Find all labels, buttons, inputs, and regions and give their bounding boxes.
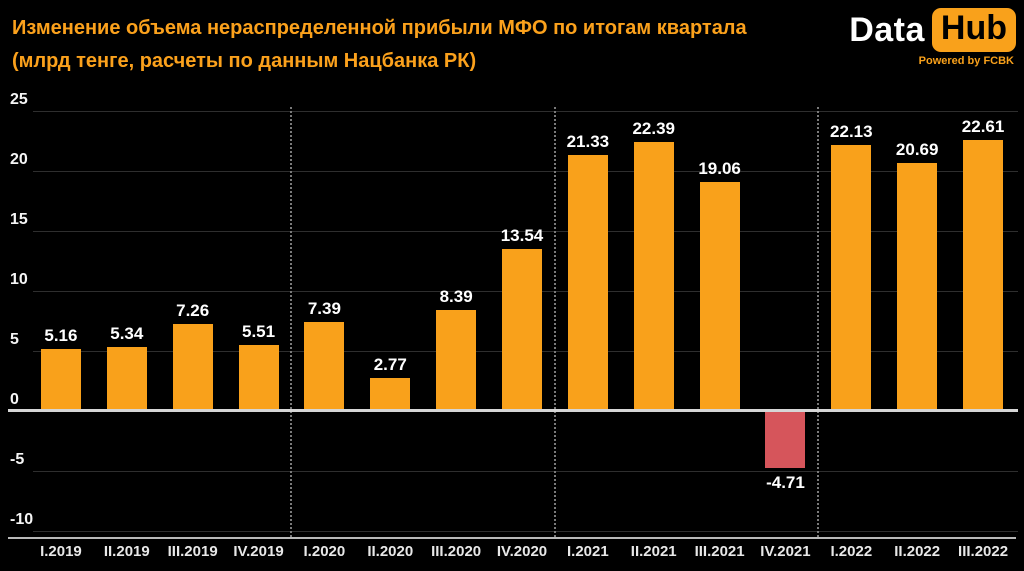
- bar: [502, 248, 542, 411]
- y-axis-label: -10: [10, 511, 34, 528]
- bar-value-label: 8.39: [439, 287, 473, 307]
- chart-title: Изменение объема нераспределенной прибыл…: [12, 17, 747, 39]
- chart-header: Изменение объема нераспределенной прибыл…: [0, 0, 1024, 90]
- bar-value-label: 7.39: [307, 299, 341, 319]
- x-axis-label: II.2020: [367, 543, 414, 560]
- x-axis-label: II.2021: [630, 543, 677, 560]
- y-axis-label: 25: [10, 91, 28, 108]
- y-axis-label: 0: [10, 391, 19, 408]
- logo-tagline: Powered by FCBK: [918, 55, 1014, 67]
- x-axis-label: III.2021: [694, 543, 745, 560]
- x-axis-label: I.2022: [830, 543, 873, 560]
- gridline: [33, 111, 1018, 112]
- bar-value-label: 5.51: [241, 321, 276, 341]
- bar-chart: 25 20 15 10 5 0 -5 -10 5.16 5.34 7.26 5.51 7.39 2.77 8…: [0, 90, 1024, 571]
- bar: [765, 411, 806, 468]
- bar-value-label: 2.77: [373, 354, 407, 374]
- bar-value-label: 22.39: [632, 119, 675, 139]
- chart-subtitle: (млрд тенге, расчеты по данным Нацбанка …: [12, 50, 477, 72]
- gridline: [33, 531, 1018, 532]
- datahub-logo: Data Hub Powered by FCBK: [849, 8, 1016, 67]
- bar-value-label: -4.71: [766, 472, 805, 492]
- bar: [40, 349, 81, 411]
- gridline: [33, 171, 1018, 172]
- bar: [238, 344, 279, 411]
- gridline: [33, 231, 1018, 232]
- logo-text-data: Data: [849, 10, 925, 49]
- y-axis-label: 10: [10, 271, 28, 288]
- bar: [172, 323, 213, 411]
- x-axis-label: IV.2020: [496, 543, 548, 560]
- year-separator-line: [553, 107, 556, 537]
- bar-value-label: 7.26: [176, 300, 210, 320]
- bar: [370, 377, 411, 411]
- bar: [567, 155, 608, 411]
- bar-value-label: 20.69: [895, 139, 939, 159]
- x-axis-label: I.2019: [40, 543, 82, 560]
- logo-text-hub: Hub: [931, 8, 1016, 52]
- y-axis-label: 5: [10, 331, 19, 348]
- bar: [436, 310, 477, 411]
- bar-value-label: 5.16: [44, 326, 78, 346]
- y-axis-label: 15: [10, 211, 28, 228]
- x-axis-label: I.2021: [566, 543, 609, 560]
- x-axis-label: I.2020: [303, 543, 346, 560]
- bar: [831, 145, 872, 411]
- x-axis-label: III.2020: [431, 543, 482, 560]
- bar-value-label: 5.34: [110, 323, 144, 343]
- x-axis-label: IV.2021: [760, 543, 811, 560]
- y-axis-label: -5: [10, 451, 25, 468]
- gridline: [33, 471, 1018, 472]
- bar-value-label: 19.06: [698, 159, 741, 179]
- x-axis-label: II.2022: [894, 543, 941, 560]
- bar-value-label: 22.61: [961, 116, 1005, 136]
- bar: [699, 182, 740, 411]
- year-separator-line: [290, 107, 293, 537]
- x-axis-label: III.2022: [958, 543, 1009, 560]
- bar-value-label: 22.13: [830, 122, 873, 142]
- y-axis-label: 20: [10, 151, 28, 168]
- bar: [897, 162, 938, 411]
- bar-value-label: 21.33: [566, 132, 610, 152]
- bar: [106, 346, 147, 411]
- year-separator-line: [817, 107, 820, 537]
- bar-value-label: 13.54: [500, 225, 544, 245]
- bar: [963, 139, 1004, 411]
- x-axis-label: II.2019: [103, 543, 150, 560]
- zero-line: [8, 409, 1018, 412]
- chart-titles: Изменение объема нераспределенной прибыл…: [12, 12, 747, 78]
- datahub-logo-row: Data Hub: [849, 8, 1016, 52]
- bar: [304, 322, 345, 411]
- x-axis-label: IV.2019: [233, 543, 284, 560]
- bar: [633, 142, 674, 411]
- x-axis-label: III.2019: [167, 543, 218, 560]
- x-axis-line: [8, 537, 1016, 539]
